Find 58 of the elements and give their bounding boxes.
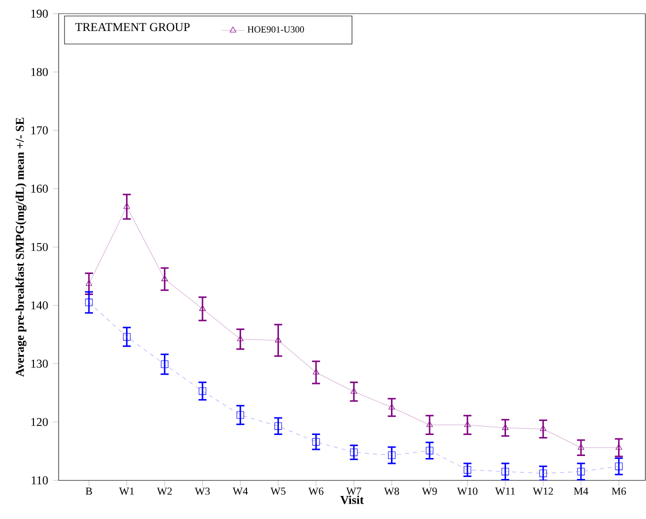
legend-label: HOE901-U300 (248, 26, 304, 33)
point (86, 280, 92, 286)
point (199, 305, 206, 311)
point (426, 421, 433, 427)
x-tick-label: W12 (532, 488, 553, 495)
x-tick-label: W6 (308, 488, 324, 495)
point (123, 333, 131, 341)
y-tick-label: 140 (31, 301, 48, 310)
y-tick-label: 170 (31, 126, 48, 134)
x-tick-label: W9 (422, 488, 437, 495)
point (577, 468, 585, 476)
y-tick-label: 190 (31, 10, 48, 18)
x-tick-label: W10 (457, 488, 478, 495)
y-tick-label: 120 (31, 418, 48, 426)
x-tick-label: B (86, 488, 92, 495)
point (616, 444, 622, 450)
y-axis-title: Average pre-breakfast SMPG(mg/dL) mean +/- SE (15, 118, 26, 377)
point (350, 448, 358, 456)
point (312, 368, 320, 374)
point (388, 404, 396, 410)
x-tick-label: W4 (232, 488, 248, 495)
x-tick-label: W3 (194, 488, 210, 495)
point (274, 336, 282, 342)
point (578, 444, 584, 450)
point (350, 388, 358, 394)
x-axis-title: Visit (340, 496, 364, 504)
point (124, 203, 130, 209)
y-tick-label: 130 (31, 360, 48, 368)
legend-title: TREATMENT GROUP (75, 23, 190, 32)
point (464, 421, 471, 427)
x-tick-label: M6 (612, 488, 626, 495)
point (274, 422, 282, 430)
point (464, 466, 472, 474)
point (160, 360, 168, 368)
point (236, 411, 244, 419)
point (502, 468, 510, 476)
point (388, 452, 396, 459)
y-tick-label: 160 (31, 184, 48, 193)
point (161, 275, 168, 282)
point (426, 446, 434, 454)
point (502, 424, 509, 430)
x-tick-label: W7 (346, 488, 362, 495)
x-tick-label: M4 (574, 488, 588, 495)
point (539, 470, 547, 478)
y-tick-label: 180 (31, 68, 48, 76)
point (312, 438, 320, 446)
point (615, 462, 623, 470)
point (540, 425, 546, 432)
x-tick-label: W2 (156, 488, 172, 495)
x-tick-label: W11 (495, 488, 515, 495)
x-tick-label: W5 (270, 488, 286, 495)
point (85, 298, 93, 306)
point (237, 335, 244, 342)
y-tick-label: 110 (32, 476, 48, 484)
x-tick-label: W1 (119, 488, 134, 495)
x-tick-label: W8 (384, 488, 400, 495)
point (198, 387, 206, 395)
y-tick-label: 150 (31, 242, 48, 252)
